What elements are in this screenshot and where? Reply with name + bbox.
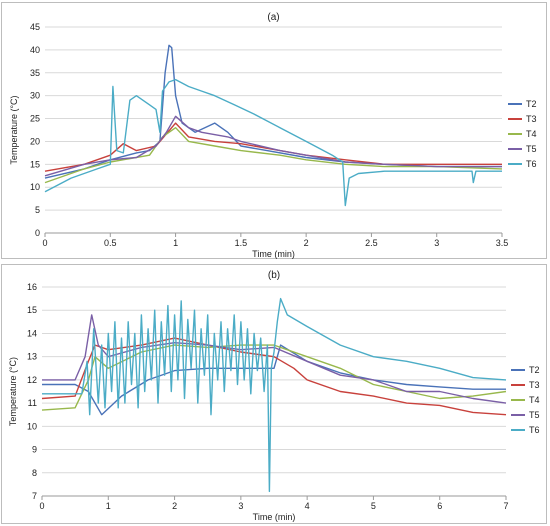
chart-0-ytick-label: 0 [35, 228, 40, 238]
chart-1-ytick-label: 7 [32, 491, 37, 501]
chart-0-legend-label: T4 [526, 129, 537, 139]
chart-1-xtick-label: 1 [106, 501, 111, 511]
chart-1-ytick-label: 11 [28, 398, 37, 408]
chart-0-xtick-label: 0 [42, 238, 47, 248]
chart-1-ytick-label: 13 [27, 352, 37, 362]
chart-1-ytick-label: 10 [27, 421, 37, 431]
chart-1-xtick-label: 6 [437, 501, 442, 511]
chart-0-title: (a) [267, 12, 279, 23]
chart-1-legend-label: T6 [529, 425, 540, 435]
chart-1-legend-label: T5 [529, 410, 540, 420]
chart-1-y-axis-label: Temperature (°C) [8, 357, 18, 426]
chart-0-ytick-label: 35 [30, 68, 40, 78]
chart-1-xtick-label: 4 [305, 501, 310, 511]
chart-0-xtick-label: 3.5 [496, 238, 509, 248]
chart-0-legend-label: T5 [526, 144, 537, 154]
chart-0-x-axis-label: Time (min) [252, 249, 295, 259]
chart-1-xtick-label: 5 [371, 501, 376, 511]
chart-0-xtick-label: 1 [173, 238, 178, 248]
chart-1-series-t4 [41, 344, 507, 411]
chart-0-series-t4 [44, 127, 503, 184]
chart-0-ytick-label: 25 [30, 114, 40, 124]
chart-1-ytick-label: 8 [32, 468, 37, 478]
chart-0-ytick-label: 45 [30, 22, 40, 32]
chart-1-xtick-label: 3 [238, 501, 243, 511]
chart-1-legend-label: T3 [529, 380, 540, 390]
chart-panel-a: (a) 0 5 10 15 20 25 30 35 40 45 0 0.5 1 1.5 2 2.5 3 3.5 Tim… [1, 2, 547, 259]
chart-1-ytick-label: 14 [27, 328, 37, 338]
chart-panel-b: (b) 7 8 9 10 11 12 13 14 15 16 0 1 2 3 4 5 6 7 Time (min) Te… [1, 264, 547, 524]
chart-0-ytick-label: 15 [30, 159, 40, 169]
chart-1-ytick-label: 15 [27, 305, 37, 315]
chart-0-series-t5 [44, 115, 502, 177]
chart-a-svg: (a) 0 5 10 15 20 25 30 35 40 45 0 0.5 1 1.5 2 2.5 3 3.5 Tim… [9, 12, 537, 259]
chart-1-legend-label: T4 [529, 395, 540, 405]
chart-0-xtick-label: 1.5 [235, 238, 248, 248]
chart-1-xtick-label: 7 [503, 501, 508, 511]
chart-0-ytick-label: 20 [30, 136, 40, 146]
chart-0-xtick-label: 2 [304, 238, 309, 248]
chart-0-ytick-label: 5 [35, 205, 40, 215]
chart-1-series-t3 [41, 337, 507, 416]
chart-1-series-t6 [42, 297, 507, 493]
chart-1-legend-label: T2 [529, 365, 540, 375]
chart-0-ytick-label: 40 [30, 45, 40, 55]
chart-0-xtick-label: 2.5 [365, 238, 378, 248]
chart-0-y-axis-label: Temperature (°C) [9, 95, 19, 164]
chart-1-title: (b) [268, 270, 280, 281]
chart-1-xtick-label: 2 [172, 501, 177, 511]
chart-1-xtick-label: 0 [39, 501, 44, 511]
chart-0-legend-label: T6 [526, 159, 537, 169]
chart-0-series-t2 [44, 44, 502, 179]
chart-0-ytick-label: 10 [30, 182, 40, 192]
chart-0-xtick-label: 3 [434, 238, 439, 248]
chart-0-ytick-label: 30 [30, 91, 40, 101]
chart-0-legend-label: T2 [526, 99, 537, 109]
chart-1-series-t5 [42, 314, 507, 404]
chart-1-ytick-label: 12 [27, 375, 37, 385]
chart-0-legend-label: T3 [526, 114, 537, 124]
chart-0-xtick-label: 0.5 [104, 238, 117, 248]
chart-1-ytick-label: 9 [32, 445, 37, 455]
chart-0-series-t6 [44, 78, 502, 207]
chart-1-ytick-label: 16 [27, 282, 37, 292]
chart-1-x-axis-label: Time (min) [253, 512, 296, 522]
